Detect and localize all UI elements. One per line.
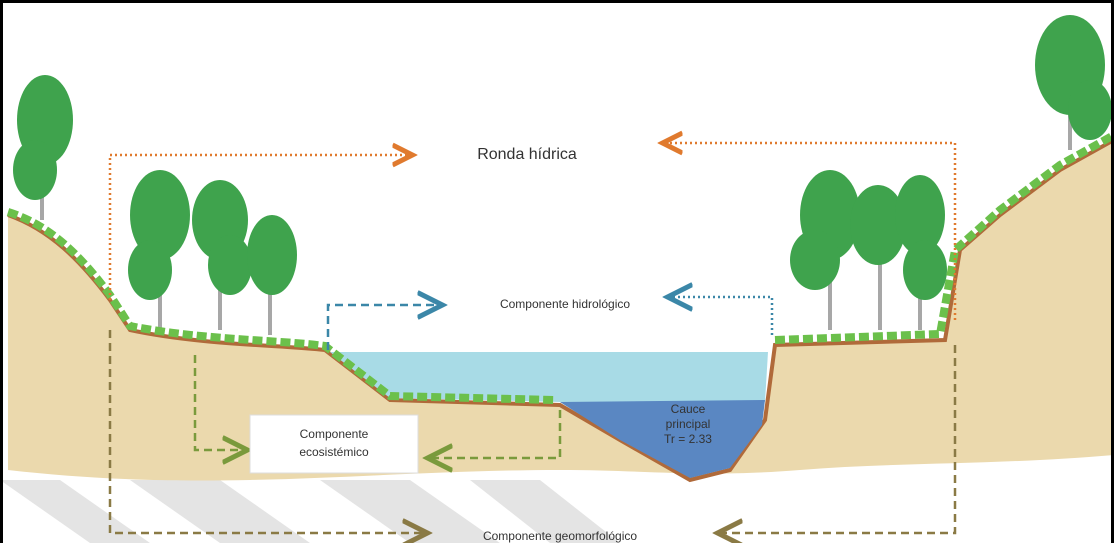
hidrologico-label: Componente hidrológico [500, 297, 630, 311]
cauce-label: Cauce [671, 402, 706, 416]
ecosistemico-label: ecosistémico [299, 445, 369, 459]
cauce-label: principal [666, 417, 711, 431]
ronda-label: Ronda hídrica [477, 146, 577, 163]
page: {"labels": { "ronda": "Ronda hídrica", "… [0, 0, 1114, 543]
ecosistemico-label: Componente [300, 427, 369, 441]
geomorfologico-label: Componente geomorfológico [483, 529, 637, 543]
cauce-label: Tr = 2.33 [664, 432, 712, 446]
label-box [250, 415, 418, 473]
diagram: Ronda hídrica Componente hidrológico Com… [0, 0, 1114, 543]
